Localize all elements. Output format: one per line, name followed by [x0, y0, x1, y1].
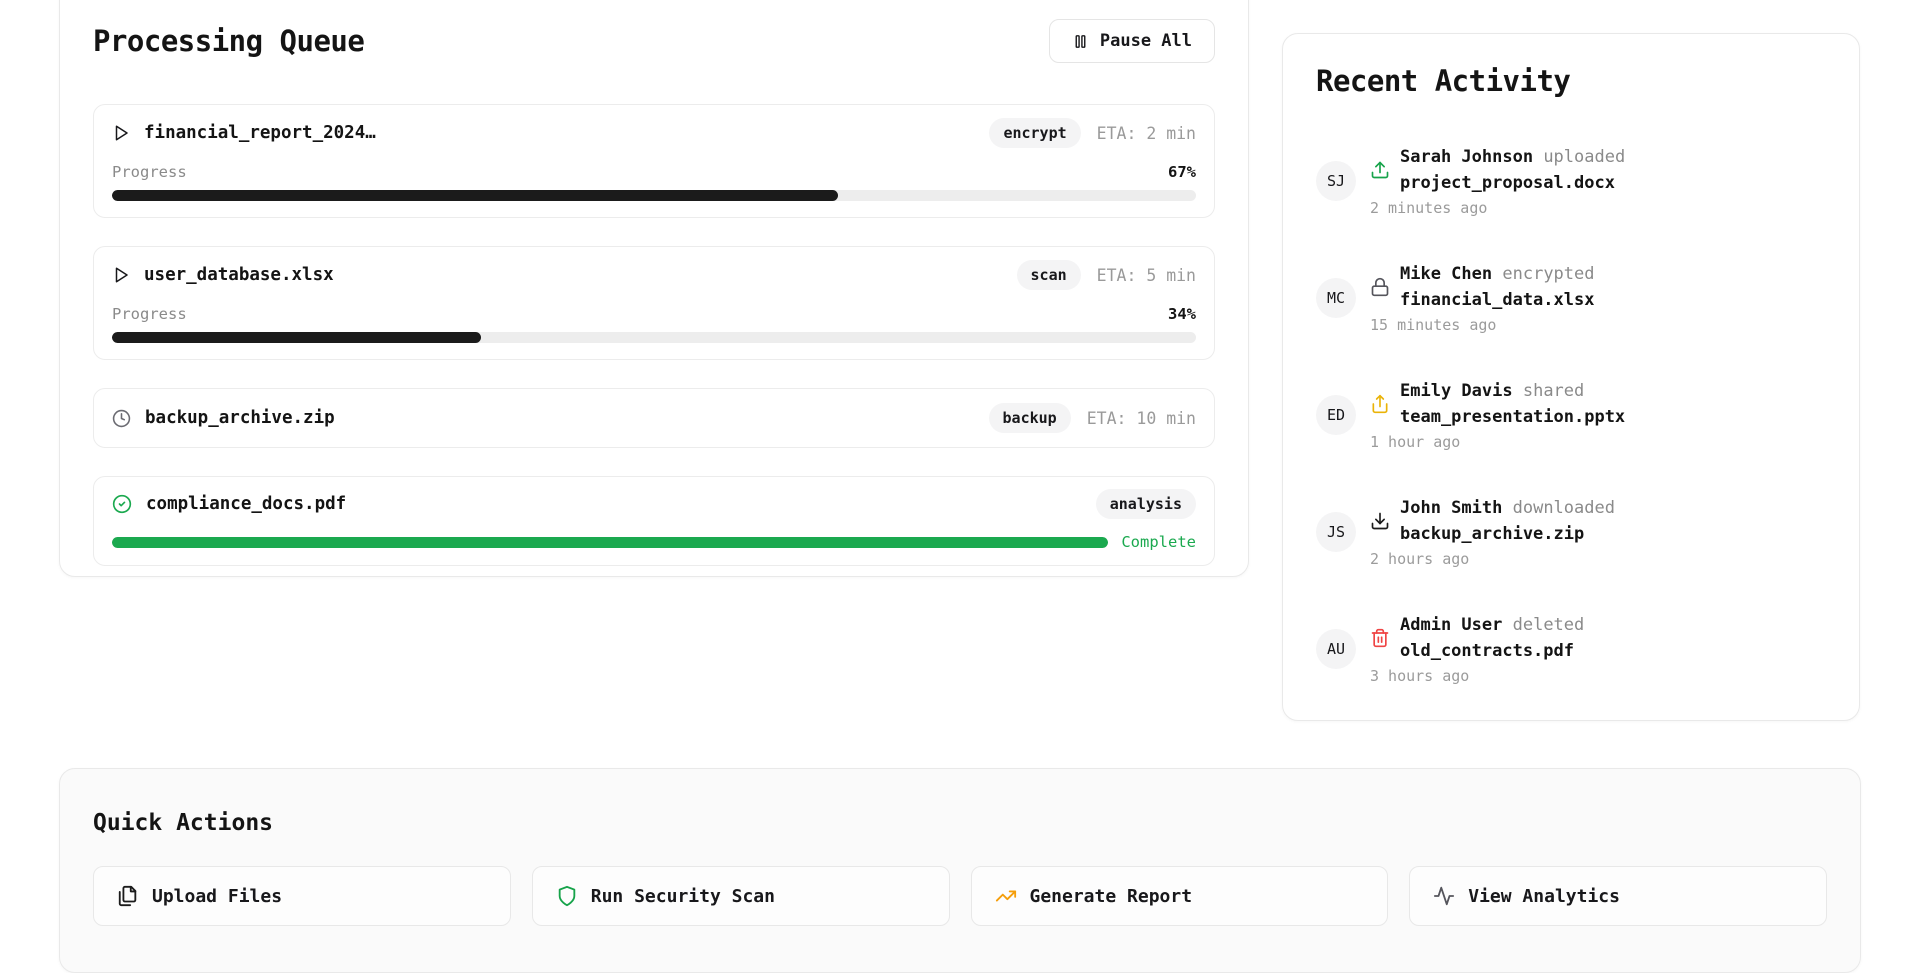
queue-item: user_database.xlsx scan ETA: 5 min Progr… — [93, 246, 1215, 360]
check-circle-icon — [112, 494, 132, 514]
processing-queue-panel: Processing Queue Pause All financial_rep… — [59, 0, 1249, 577]
avatar: MC — [1316, 278, 1356, 318]
pause-all-label: Pause All — [1099, 31, 1192, 51]
queue-file-name: user_database.xlsx — [144, 265, 334, 285]
generate-report-label: Generate Report — [1029, 885, 1193, 907]
pause-icon — [1072, 33, 1089, 50]
run-security-scan-label: Run Security Scan — [590, 885, 775, 907]
avatar: AU — [1316, 629, 1356, 669]
view-analytics-button[interactable]: View Analytics — [1409, 866, 1827, 926]
progress-percent: 67% — [1168, 163, 1196, 181]
complete-label: Complete — [1121, 533, 1196, 551]
activity-time: 15 minutes ago — [1370, 316, 1497, 334]
recent-activity-panel: Recent Activity SJ Sarah Johnson uploade… — [1282, 33, 1860, 721]
activity-item: MC Mike Chen encrypted financial_data.xl… — [1316, 261, 1826, 335]
download-icon — [1370, 511, 1390, 531]
processing-queue-header: Processing Queue Pause All — [93, 19, 1215, 63]
activity-user: Admin User — [1400, 615, 1503, 635]
avatar: JS — [1316, 512, 1356, 552]
activity-file: financial_data.xlsx — [1400, 290, 1595, 310]
files-icon — [117, 885, 139, 907]
activity-list: SJ Sarah Johnson uploaded project_propos… — [1316, 144, 1826, 686]
view-analytics-label: View Analytics — [1468, 885, 1620, 907]
activity-time: 2 minutes ago — [1370, 199, 1488, 217]
progress-bar — [112, 190, 1196, 201]
task-type-badge: backup — [988, 403, 1071, 433]
quick-actions-panel: Quick Actions Upload Files Run Security … — [59, 768, 1861, 973]
activity-user: Sarah Johnson — [1400, 147, 1534, 167]
activity-file: project_proposal.docx — [1400, 173, 1615, 193]
activity-icon — [1433, 885, 1455, 907]
activity-time: 1 hour ago — [1370, 433, 1461, 451]
shield-icon — [556, 885, 578, 907]
eta-label: ETA: 5 min — [1096, 265, 1196, 285]
progress-label: Progress — [112, 163, 187, 181]
activity-user: Mike Chen — [1400, 264, 1493, 284]
activity-action: downloaded — [1512, 498, 1615, 518]
activity-file: team_presentation.pptx — [1400, 407, 1626, 427]
progress-bar-fill — [112, 332, 481, 343]
activity-item: JS John Smith downloaded backup_archive.… — [1316, 495, 1826, 569]
play-icon[interactable] — [112, 124, 130, 142]
progress-bar-fill — [112, 536, 1109, 548]
activity-file: old_contracts.pdf — [1400, 641, 1574, 661]
task-type-badge: encrypt — [989, 118, 1081, 148]
activity-time: 3 hours ago — [1370, 667, 1470, 685]
trash-icon — [1370, 628, 1390, 648]
eta-label: ETA: 2 min — [1096, 123, 1196, 143]
progress-bar-fill — [112, 190, 839, 201]
activity-action: encrypted — [1502, 264, 1595, 284]
avatar: ED — [1316, 395, 1356, 435]
queue-file-name: financial_report_2024… — [144, 123, 376, 143]
activity-item: AU Admin User deleted old_contracts.pdf … — [1316, 612, 1826, 686]
task-type-badge: scan — [1016, 260, 1081, 290]
queue-item: backup_archive.zip backup ETA: 10 min — [93, 388, 1215, 448]
upload-files-label: Upload Files — [152, 885, 283, 907]
queue-list: financial_report_2024… encrypt ETA: 2 mi… — [93, 104, 1215, 566]
queue-item: financial_report_2024… encrypt ETA: 2 mi… — [93, 104, 1215, 218]
progress-percent: 34% — [1168, 305, 1196, 323]
quick-actions-row: Upload Files Run Security Scan Generate … — [93, 866, 1827, 926]
queue-file-name: backup_archive.zip — [145, 408, 335, 428]
task-type-badge: analysis — [1095, 489, 1196, 519]
run-security-scan-button[interactable]: Run Security Scan — [531, 866, 950, 926]
trending-up-icon — [995, 885, 1017, 907]
activity-action: uploaded — [1543, 147, 1626, 167]
progress-label: Progress — [112, 305, 187, 323]
activity-item: SJ Sarah Johnson uploaded project_propos… — [1316, 144, 1826, 218]
activity-user: John Smith — [1400, 498, 1503, 518]
lock-icon — [1370, 277, 1390, 297]
upload-icon — [1370, 160, 1390, 180]
page-title: Processing Queue — [93, 24, 365, 58]
activity-action: deleted — [1512, 615, 1585, 635]
queue-file-name: compliance_docs.pdf — [146, 494, 347, 514]
activity-user: Emily Davis — [1400, 381, 1513, 401]
progress-bar — [112, 536, 1109, 548]
share-icon — [1370, 394, 1390, 414]
pause-all-button[interactable]: Pause All — [1048, 19, 1215, 63]
generate-report-button[interactable]: Generate Report — [970, 866, 1389, 926]
recent-activity-title: Recent Activity — [1316, 64, 1571, 98]
activity-action: shared — [1522, 381, 1585, 401]
play-icon[interactable] — [112, 266, 130, 284]
avatar: SJ — [1316, 161, 1356, 201]
activity-time: 2 hours ago — [1370, 550, 1470, 568]
quick-actions-title: Quick Actions — [93, 810, 274, 836]
activity-item: ED Emily Davis shared team_presentation.… — [1316, 378, 1826, 452]
clock-icon — [112, 409, 131, 428]
activity-file: backup_archive.zip — [1400, 524, 1585, 544]
queue-item: compliance_docs.pdf analysis Complete — [93, 476, 1215, 566]
upload-files-button[interactable]: Upload Files — [93, 866, 511, 926]
progress-bar — [112, 332, 1196, 343]
eta-label: ETA: 10 min — [1086, 408, 1196, 428]
